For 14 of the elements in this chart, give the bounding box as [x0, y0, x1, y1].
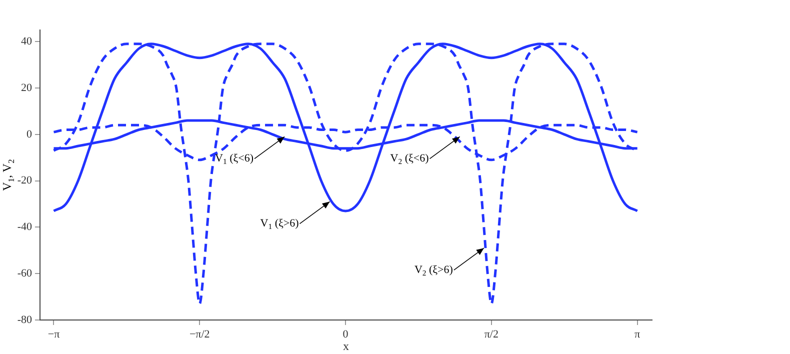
y-tick-label: -40	[17, 221, 32, 234]
x-tick-label: −π	[48, 328, 60, 340]
x-axis-title: x	[343, 338, 349, 353]
y-tick-label: -20	[17, 174, 32, 187]
y-axis-title: V1, V2	[0, 159, 16, 191]
y-tick-label: 0	[26, 128, 32, 140]
x-tick-label: −π/2	[189, 328, 210, 340]
y-tick-label: 40	[21, 35, 32, 48]
y-tick-label: -60	[17, 267, 32, 280]
x-tick-label: π/2	[484, 328, 498, 340]
y-tick-label: 20	[21, 82, 32, 94]
y-tick-label: -80	[17, 314, 32, 326]
x-tick-label: π	[634, 328, 641, 340]
x-tick-label: 0	[342, 328, 349, 340]
